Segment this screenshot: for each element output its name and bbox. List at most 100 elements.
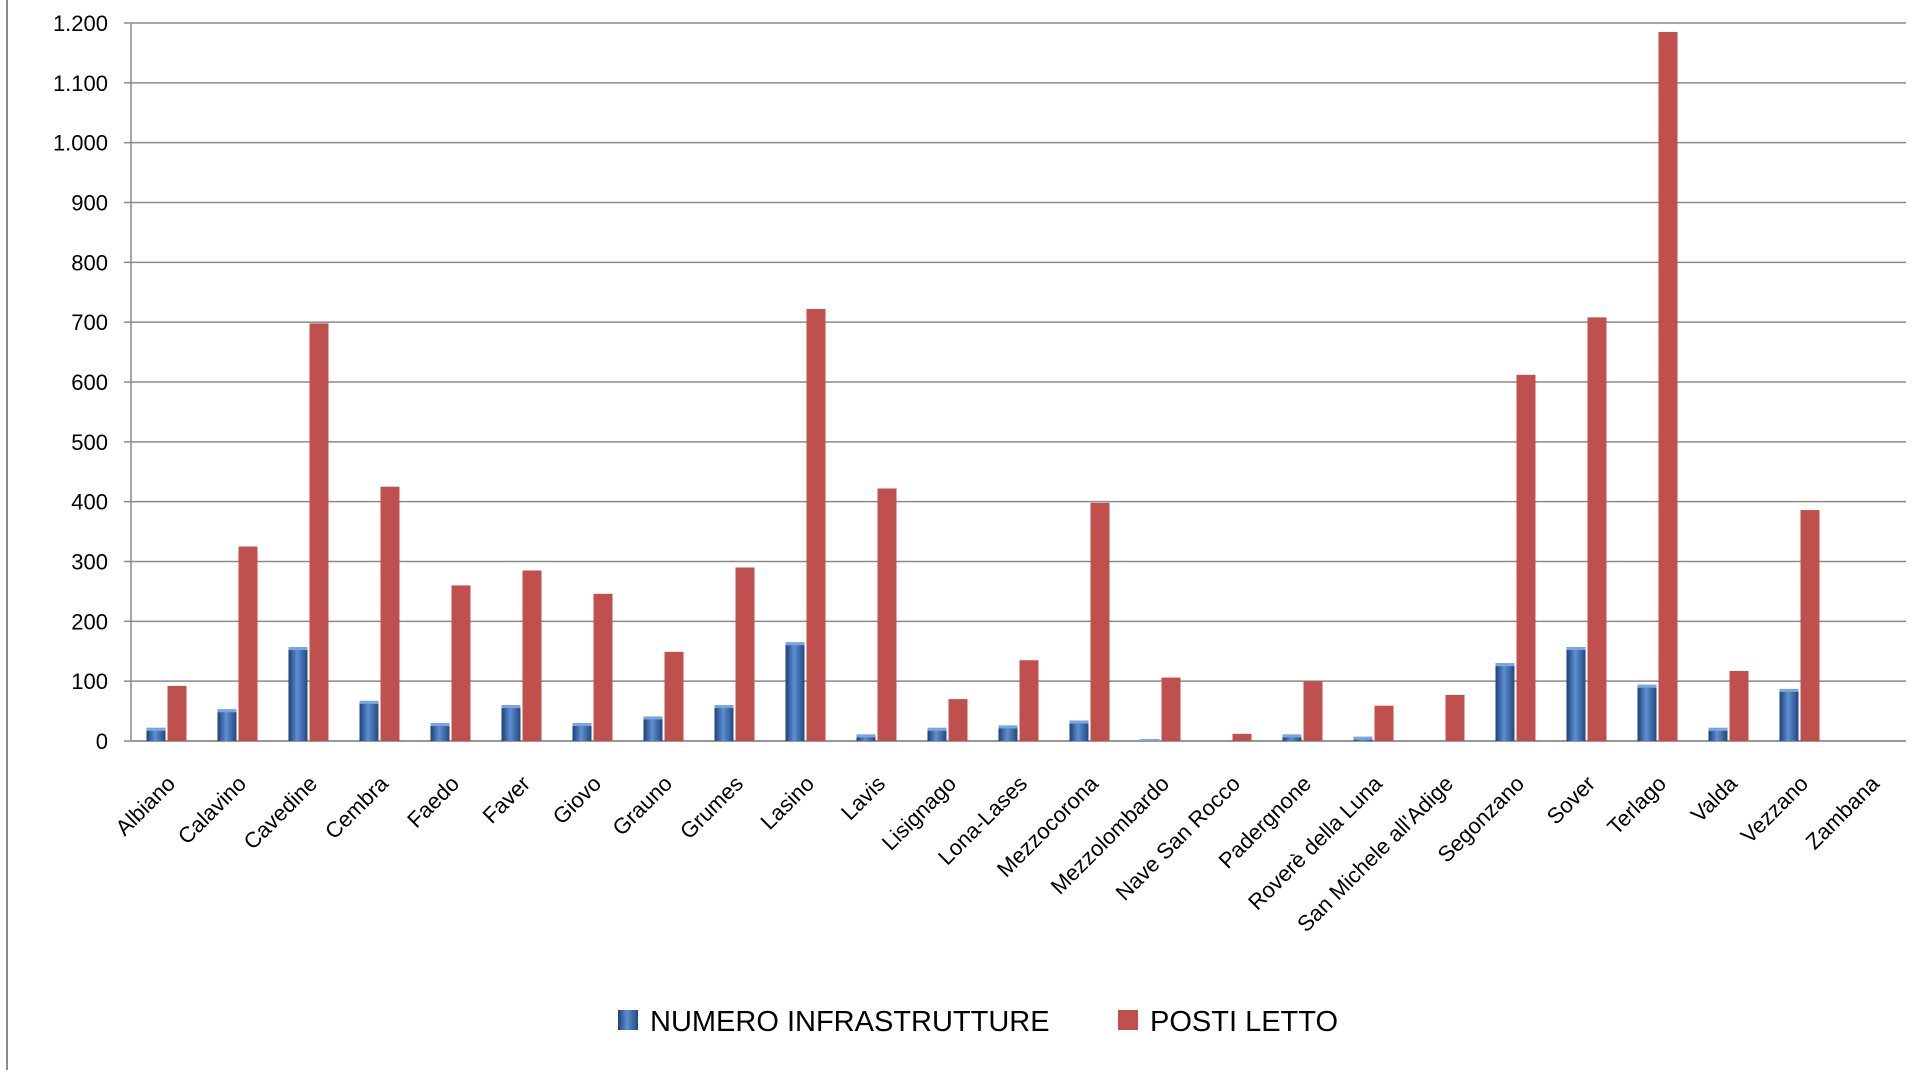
legend-label-posti-letto: POSTI LETTO bbox=[1150, 1006, 1338, 1038]
x-category-label: Cavedine bbox=[239, 771, 322, 854]
x-category-label: Faedo bbox=[402, 771, 464, 833]
x-category-label: Roverè della Luna bbox=[1243, 770, 1387, 914]
bar-posti-letto bbox=[593, 593, 613, 741]
bar-numero-infrastrutture bbox=[927, 727, 947, 741]
bar-top-highlight bbox=[359, 700, 379, 704]
y-tick-label: 1.200 bbox=[53, 11, 108, 36]
bar-top-highlight bbox=[856, 734, 876, 738]
bar-posti-letto bbox=[1232, 733, 1252, 741]
bar-posti-letto bbox=[806, 309, 826, 741]
bar-top-highlight bbox=[146, 727, 166, 731]
bar-numero-infrastrutture bbox=[501, 705, 521, 741]
y-tick-label: 800 bbox=[71, 250, 108, 275]
bar-numero-infrastrutture bbox=[1708, 727, 1728, 741]
bar-numero-infrastrutture bbox=[359, 700, 379, 741]
y-tick-label: 300 bbox=[71, 550, 108, 575]
y-tick-label: 600 bbox=[71, 370, 108, 395]
bar-top-highlight bbox=[1779, 688, 1799, 692]
y-tick-label: 500 bbox=[71, 430, 108, 455]
legend-label-numero-infrastrutture: NUMERO INFRASTRUTTURE bbox=[650, 1006, 1050, 1038]
bar-posti-letto bbox=[1161, 677, 1181, 741]
bar-top-highlight bbox=[217, 709, 237, 713]
bar-top-highlight bbox=[430, 723, 450, 727]
bar-numero-infrastrutture bbox=[146, 727, 166, 741]
bar-top-highlight bbox=[927, 727, 947, 731]
bar-numero-infrastrutture bbox=[856, 734, 876, 741]
bar-top-highlight bbox=[1708, 727, 1728, 731]
y-tick-label: 200 bbox=[71, 609, 108, 634]
bar-numero-infrastrutture bbox=[1495, 663, 1515, 741]
bar-posti-letto bbox=[451, 585, 471, 741]
bar-top-highlight bbox=[501, 705, 521, 709]
bar-top-highlight bbox=[1140, 739, 1160, 741]
bar-numero-infrastrutture bbox=[785, 642, 805, 741]
y-tick-label: 700 bbox=[71, 310, 108, 335]
x-category-label: Lavis bbox=[836, 771, 890, 825]
x-category-label: Grauno bbox=[607, 771, 677, 841]
x-category-label: Albiano bbox=[110, 771, 180, 841]
bar-posti-letto bbox=[948, 699, 968, 741]
bar-posti-letto bbox=[1445, 694, 1465, 741]
bar-posti-letto bbox=[167, 685, 187, 741]
bar-numero-infrastrutture bbox=[643, 716, 663, 741]
bar-top-highlight bbox=[1069, 720, 1089, 724]
bar-top-highlight bbox=[998, 725, 1018, 729]
bar-posti-letto bbox=[1019, 660, 1039, 741]
bar-top-highlight bbox=[1353, 736, 1373, 740]
bar-numero-infrastrutture bbox=[714, 705, 734, 741]
bar-numero-infrastrutture bbox=[572, 723, 592, 741]
y-tick-label: 900 bbox=[71, 191, 108, 216]
bar-top-highlight bbox=[1566, 647, 1586, 651]
bar-posti-letto bbox=[1729, 670, 1749, 741]
bar-numero-infrastrutture bbox=[1637, 684, 1657, 741]
legend-swatch-posti-letto bbox=[1118, 1010, 1138, 1030]
bar-top-highlight bbox=[1282, 734, 1302, 738]
bar-numero-infrastrutture bbox=[998, 725, 1018, 741]
bar-posti-letto bbox=[1587, 317, 1607, 741]
bar-posti-letto bbox=[1374, 705, 1394, 741]
bar-top-highlight bbox=[714, 705, 734, 709]
bar-numero-infrastrutture bbox=[288, 647, 308, 741]
bar-numero-infrastrutture bbox=[1282, 734, 1302, 741]
bar-posti-letto bbox=[522, 570, 542, 741]
bar-posti-letto bbox=[1090, 502, 1110, 741]
x-category-label: Nave San Rocco bbox=[1111, 771, 1245, 905]
bar-top-highlight bbox=[643, 716, 663, 720]
bar-numero-infrastrutture bbox=[1069, 720, 1089, 741]
bar-posti-letto bbox=[735, 567, 755, 741]
bar-top-highlight bbox=[572, 723, 592, 727]
legend-swatch-numero-infrastrutture bbox=[618, 1010, 638, 1030]
bar-posti-letto bbox=[664, 651, 684, 741]
bar-posti-letto bbox=[877, 488, 897, 741]
x-category-label: Sover bbox=[1542, 771, 1600, 829]
bar-top-highlight bbox=[1637, 684, 1657, 688]
bar-posti-letto bbox=[238, 546, 258, 741]
x-category-label: Giovo bbox=[548, 771, 606, 829]
bar-numero-infrastrutture bbox=[430, 723, 450, 741]
bar-posti-letto bbox=[1516, 374, 1536, 741]
bar-posti-letto bbox=[1303, 681, 1323, 741]
bar-numero-infrastrutture bbox=[1566, 647, 1586, 741]
x-category-label: Grumes bbox=[675, 771, 748, 844]
bar-posti-letto bbox=[309, 323, 329, 741]
y-tick-label: 100 bbox=[71, 669, 108, 694]
y-tick-label: 400 bbox=[71, 490, 108, 515]
y-tick-label: 1.000 bbox=[53, 131, 108, 156]
bar-top-highlight bbox=[288, 647, 308, 651]
y-tick-label: 1.100 bbox=[53, 71, 108, 96]
bar-top-highlight bbox=[785, 642, 805, 646]
bar-posti-letto bbox=[1800, 510, 1820, 741]
x-category-label: Zambana bbox=[1801, 770, 1885, 854]
bar-numero-infrastrutture bbox=[1779, 688, 1799, 741]
bar-top-highlight bbox=[1495, 663, 1515, 667]
bar-numero-infrastrutture bbox=[217, 709, 237, 741]
x-category-label: Faver bbox=[478, 771, 535, 828]
x-category-label: Cembra bbox=[320, 770, 394, 844]
x-category-label: Valda bbox=[1686, 770, 1743, 827]
x-category-label: Lasino bbox=[756, 771, 820, 835]
bar-posti-letto bbox=[380, 486, 400, 741]
y-tick-label: 0 bbox=[96, 729, 108, 754]
bar-posti-letto bbox=[1658, 31, 1678, 742]
